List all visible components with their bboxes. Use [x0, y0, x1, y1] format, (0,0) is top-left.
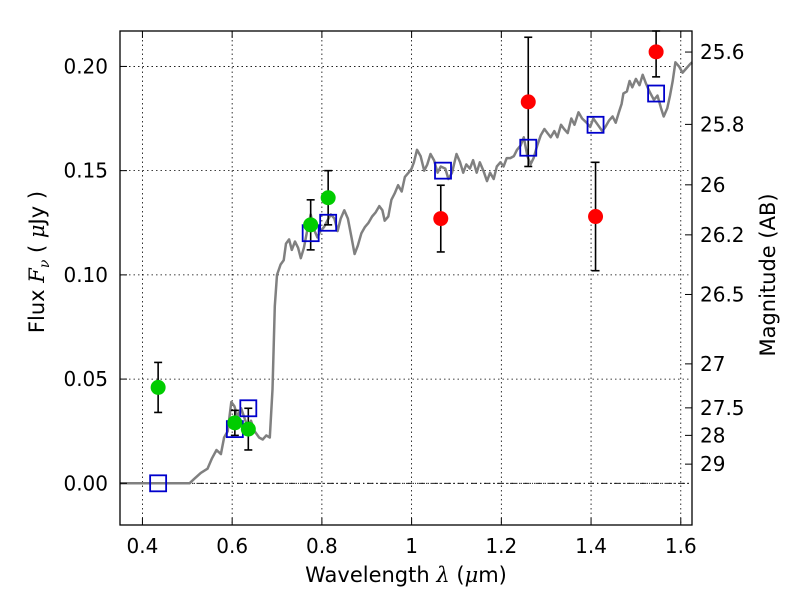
green-data-point: [150, 379, 166, 395]
x-tick-label: 1.4: [575, 534, 607, 558]
x-axis-label: Wavelength λ (μm): [305, 563, 507, 587]
red-data-point: [648, 44, 664, 60]
model-photometry-square: [586, 115, 605, 134]
red-data-point: [588, 209, 604, 225]
green-data-point: [227, 415, 243, 431]
green-data-point: [303, 217, 319, 233]
y2-tick-label: 26.2: [700, 223, 745, 247]
y2-axis-label: Magnitude (AB): [756, 193, 780, 356]
x-tick-label: 1.2: [485, 534, 517, 558]
axes-frame: [119, 30, 693, 526]
y2-tick-label: 26.5: [700, 282, 745, 306]
x-tick-label: 0.4: [127, 534, 159, 558]
model-photometry-square: [319, 213, 338, 232]
model-photometry-square: [519, 138, 538, 157]
red-data-point: [520, 94, 536, 110]
model-photometry-square: [239, 399, 258, 418]
x-tick-label: 0.6: [216, 534, 248, 558]
red-data-point: [433, 211, 449, 227]
model-spectrum-line: [120, 61, 693, 485]
axis-ticks: 0.4 0.6 0.8 1 1.2 1.4 1.6 0.00 0.05 0.10 0.15 0.20 2…: [63, 31, 745, 558]
grid: [120, 31, 692, 525]
y-tick-label: 0.05: [63, 367, 108, 391]
y2-tick-label: 26: [700, 173, 725, 197]
green-data-point: [320, 190, 336, 206]
plot-area: [120, 30, 693, 493]
y2-tick-label: 27.5: [700, 396, 745, 420]
y2-tick-label: 25.6: [700, 40, 745, 64]
y-tick-label: 0.15: [63, 159, 108, 183]
y-tick-label: 0.20: [63, 54, 108, 78]
model-photometry-square: [647, 84, 666, 103]
y2-tick-label: 27: [700, 352, 725, 376]
y-axis-label: Flux Fν ( μJy ): [25, 191, 53, 333]
y2-tick-label: 28: [700, 423, 725, 447]
y-tick-label: 0.00: [63, 471, 108, 495]
green-data-point: [240, 421, 256, 437]
model-photometry-square: [434, 161, 452, 180]
y2-tick-label: 25.8: [700, 112, 745, 136]
x-tick-label: 1: [405, 534, 418, 558]
x-tick-label: 1.6: [665, 534, 697, 558]
model-photometry-square: [149, 474, 168, 493]
y2-tick-label: 29: [700, 452, 725, 476]
y-tick-label: 0.10: [63, 263, 108, 287]
x-tick-label: 0.8: [306, 534, 338, 558]
